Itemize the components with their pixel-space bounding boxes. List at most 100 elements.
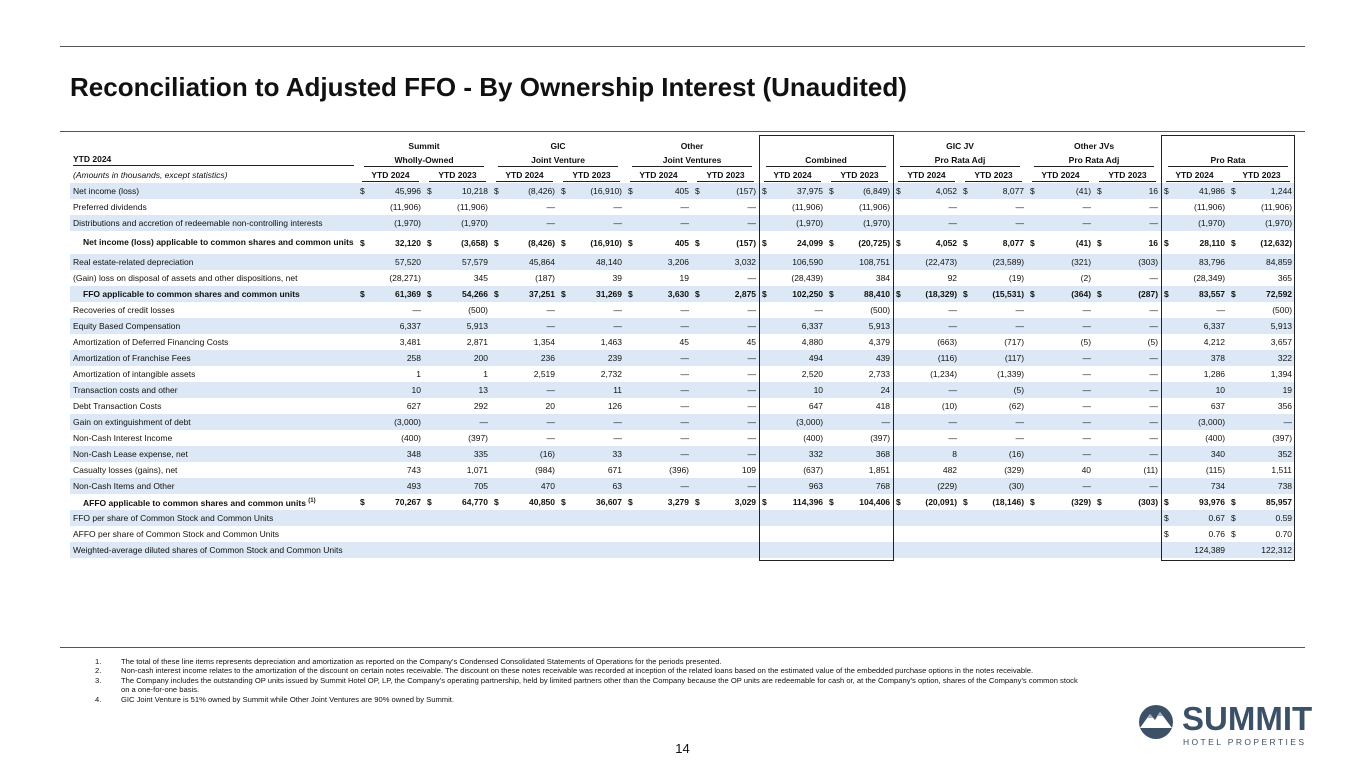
cell-value: 3,279	[667, 497, 690, 507]
value-cell: —	[692, 382, 760, 398]
currency-symbol: $	[963, 289, 968, 299]
cell-value: 108,751	[859, 257, 891, 267]
cell-value: 0.76	[1208, 529, 1226, 539]
cell-value: 647	[808, 401, 824, 411]
cell-value: 627	[406, 401, 421, 411]
value-cell: (1,970)	[357, 215, 424, 231]
value-cell: —	[1027, 302, 1094, 318]
value-cell: —	[692, 270, 759, 286]
value-cell: (22,473)	[893, 254, 961, 270]
value-cell: (11,906)	[424, 199, 491, 215]
cell-value: 5,913	[868, 321, 891, 331]
currency-symbol: $	[1164, 237, 1169, 248]
value-cell	[826, 526, 893, 542]
value-cell: 340	[1161, 446, 1229, 462]
cell-value: 61,369	[395, 289, 421, 299]
logo: SUMMIT HOTEL PROPERTIES	[1139, 700, 1312, 747]
column-label: YTD 2023	[429, 170, 487, 182]
cell-value: —	[1149, 417, 1159, 427]
cell-value: (400)	[1205, 433, 1226, 443]
column-label-cell: YTD 2023	[692, 168, 759, 183]
value-cell: —	[1027, 318, 1095, 334]
value-cell: (637)	[759, 462, 826, 478]
value-cell: $ (20,091)	[893, 494, 960, 510]
cell-value: —	[680, 433, 690, 443]
cell-value: —	[1082, 369, 1092, 379]
currency-symbol: $	[1231, 186, 1236, 196]
value-cell: —	[1027, 430, 1094, 446]
row-label: Real estate-related depreciation	[73, 256, 194, 267]
cell-value: 3,657	[1270, 337, 1293, 347]
currency-symbol: $	[1030, 237, 1035, 248]
value-cell	[558, 526, 625, 542]
cell-value: 6,337	[399, 321, 421, 331]
table-row: Net income (loss) applicable to common s…	[70, 231, 1295, 254]
cell-value: 104,406	[859, 497, 891, 507]
value-cell: —	[759, 302, 826, 318]
cell-value: 114,396	[792, 497, 824, 507]
value-cell: (717)	[960, 334, 1027, 350]
value-cell: 45,864	[491, 254, 559, 270]
cell-value: (18,146)	[992, 497, 1025, 507]
cell-value: (20,091)	[925, 497, 958, 507]
cell-value: —	[1082, 353, 1092, 363]
currency-symbol: $	[427, 186, 432, 196]
cell-value: 6,337	[1203, 321, 1226, 331]
value-cell	[960, 510, 1028, 526]
value-cell: $ (12,632)	[1228, 231, 1295, 254]
cell-value: 37,251	[529, 289, 556, 299]
value-cell: 5,913	[1228, 318, 1296, 334]
cell-value: —	[1149, 449, 1159, 459]
cell-value: —	[747, 369, 757, 379]
value-cell: —	[558, 215, 626, 231]
currency-symbol: $	[695, 289, 700, 299]
value-cell: 24	[826, 382, 894, 398]
cell-value: (28,271)	[389, 273, 421, 283]
cell-value: 13	[478, 385, 489, 395]
value-cell: —	[1027, 199, 1094, 215]
logo-name: SUMMIT	[1182, 700, 1312, 737]
cell-value: —	[613, 202, 623, 212]
value-cell: —	[1094, 199, 1161, 215]
value-cell	[625, 526, 692, 542]
cell-value: 1	[483, 369, 489, 379]
value-cell: 368	[826, 446, 894, 462]
value-cell: $3,630	[625, 286, 693, 302]
cell-value: —	[1082, 433, 1092, 443]
column-label-cell: YTD 2024	[759, 168, 826, 183]
value-cell	[1027, 510, 1095, 526]
value-cell: (10)	[893, 398, 960, 414]
cell-value: —	[1082, 401, 1092, 411]
value-cell	[893, 510, 961, 526]
table-row: Amortization of Deferred Financing Costs…	[70, 334, 1295, 350]
cell-value: 124,389	[1194, 545, 1226, 555]
value-cell: —	[1094, 318, 1162, 334]
cell-value: (18,329)	[925, 289, 958, 299]
value-cell: $93,976	[1161, 494, 1228, 510]
currency-symbol: $	[762, 186, 767, 196]
cell-value: —	[1149, 481, 1159, 491]
value-cell: $83,557	[1161, 286, 1229, 302]
cell-value: 92	[947, 273, 958, 283]
row-label-cell: Weighted-average diluted shares of Commo…	[70, 542, 357, 558]
value-cell: $ (16,910)	[558, 183, 626, 199]
value-cell: $37,975	[759, 183, 827, 199]
value-cell: —	[558, 430, 625, 446]
value-cell: —	[1094, 270, 1161, 286]
currency-symbol: $	[1231, 237, 1236, 248]
value-cell: —	[625, 398, 692, 414]
value-cell: 39	[558, 270, 625, 286]
value-cell: 48,140	[558, 254, 626, 270]
value-cell: 356	[1228, 398, 1295, 414]
cell-value: 368	[875, 449, 891, 459]
column-label-cell: YTD 2023	[1094, 168, 1161, 183]
row-label-cell: Preferred dividends	[70, 199, 357, 215]
slide-title: Reconciliation to Adjusted FFO - By Owne…	[70, 72, 907, 102]
cell-value: —	[680, 481, 690, 491]
cell-value: 332	[808, 449, 824, 459]
cell-value: (500)	[468, 305, 489, 315]
cell-value: 1,511	[1271, 465, 1293, 475]
value-cell: $ (16,910)	[558, 231, 625, 254]
cell-value: 1,354	[533, 337, 556, 347]
cell-value: (329)	[1004, 465, 1025, 475]
